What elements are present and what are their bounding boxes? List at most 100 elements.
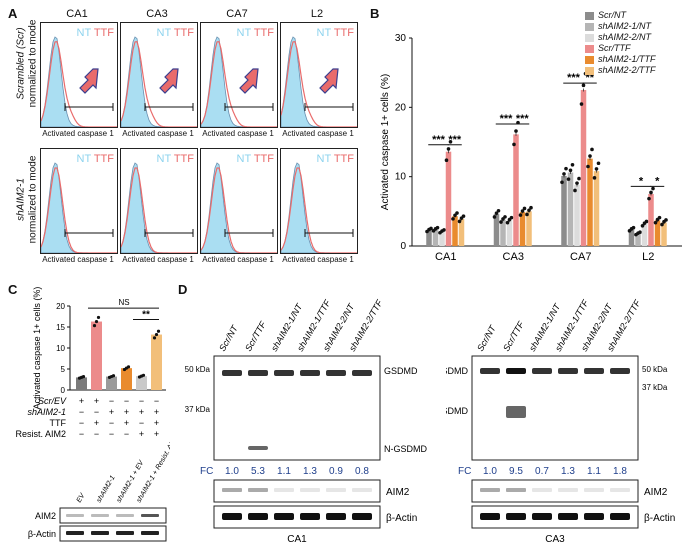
histogram-legend: NT TTF — [317, 27, 354, 39]
legend-ttf: TTF — [250, 27, 274, 39]
legend-entry: shAIM2-1/TTF — [585, 54, 656, 65]
legend-ttf: TTF — [170, 153, 194, 165]
legend-swatch — [585, 11, 594, 20]
data-point — [92, 324, 97, 328]
band — [558, 368, 578, 374]
condition-mark: + — [154, 407, 159, 417]
histogram-legend: NT TTF — [317, 153, 354, 165]
nt-histogram — [281, 162, 357, 253]
bar — [587, 158, 593, 246]
nt-histogram — [201, 36, 277, 127]
data-point — [509, 215, 514, 220]
bar — [526, 211, 532, 246]
band — [480, 368, 500, 374]
column-header-ca7: CA7 — [226, 8, 248, 20]
blot-label-aim2: AIM2 — [644, 487, 668, 498]
data-point — [492, 215, 497, 219]
band — [610, 513, 630, 520]
condition-mark: + — [94, 418, 99, 428]
condition-mark: + — [79, 396, 84, 406]
band — [610, 488, 630, 492]
data-point — [575, 181, 579, 185]
nt-histogram — [201, 162, 277, 253]
category-label: CA7 — [570, 251, 591, 263]
condition-mark: + — [124, 407, 129, 417]
cell-line-label: CA3 — [545, 534, 565, 544]
data-point — [514, 129, 518, 133]
band — [141, 514, 159, 517]
legend-nt: NT — [76, 27, 91, 39]
histogram-shaim2-ca1: NT TTF — [40, 148, 118, 254]
condition-label: Resist. AIM2 — [15, 429, 66, 439]
bar — [136, 376, 147, 390]
row2-label: shAIM2-1 — [15, 178, 27, 221]
data-point — [590, 147, 594, 152]
ttf-histogram — [121, 41, 197, 127]
gsdmd-blot — [471, 355, 639, 461]
band — [274, 513, 294, 520]
data-point — [505, 220, 510, 225]
legend-nt: NT — [76, 153, 91, 165]
band — [248, 513, 268, 520]
band — [222, 370, 242, 376]
nt-histogram — [281, 36, 357, 127]
panel-label-c: C — [8, 282, 18, 297]
marker-label: 37 kDa — [642, 383, 668, 392]
legend-text: Scr/TTF — [598, 43, 631, 53]
histogram-legend: NT TTF — [157, 27, 194, 39]
panel-label-d: D — [178, 282, 188, 297]
data-point — [451, 217, 455, 221]
y-axis-label: Activated caspase 1+ cells (%) — [380, 74, 391, 210]
legend-text: Scr/NT — [598, 10, 626, 20]
histogram-legend: NT TTF — [237, 27, 274, 39]
data-point — [651, 186, 655, 191]
band — [91, 531, 109, 535]
band — [326, 513, 346, 520]
category-label: CA3 — [503, 251, 524, 263]
data-point — [156, 329, 161, 333]
condition-mark: + — [139, 429, 144, 439]
nt-histogram — [41, 36, 117, 127]
band-label: GSDMD — [446, 366, 469, 376]
ttf-histogram — [41, 41, 117, 127]
lane-label: shAIM2-1 — [96, 474, 117, 504]
data-point — [520, 209, 525, 213]
legend-swatch — [585, 55, 594, 64]
bar — [648, 194, 654, 246]
fc-value: 5.3 — [251, 466, 265, 477]
nt-histogram — [121, 36, 197, 127]
bar — [519, 212, 526, 246]
condition-mark: − — [94, 429, 99, 439]
data-point — [126, 365, 131, 369]
condition-mark: + — [109, 407, 114, 417]
caspase-bar-chart: 0 10 20 30 Activated caspase 1+ cells (%) CA1… — [380, 33, 682, 263]
condition-label: Scr/EV — [38, 396, 67, 406]
blot-label-actin: β-Actin — [28, 529, 56, 539]
histogram-legend: NT TTF — [157, 153, 194, 165]
condition-mark: + — [154, 429, 159, 439]
condition-label: shAIM2-1 — [27, 407, 66, 417]
band — [248, 488, 268, 492]
data-point — [577, 176, 581, 181]
y-axis-label: Activated caspase 1+ cells (%) — [32, 287, 42, 410]
histogram-shaim2-ca3: NT TTF — [120, 148, 198, 254]
legend-entry: shAIM2-2/NT — [585, 32, 656, 43]
band — [300, 488, 320, 492]
x-axis-label: Activated caspase 1 — [122, 129, 194, 138]
bar — [574, 184, 580, 246]
y-tick-label: 10 — [56, 344, 65, 353]
data-point — [664, 218, 668, 222]
band — [532, 513, 552, 520]
blot-group-ca3: Scr/NT Scr/TTF shAIM2-1/NTshAIM2-1/TTFshAI… — [446, 298, 675, 544]
band — [300, 513, 320, 520]
bar — [628, 229, 635, 246]
category-label: L2 — [642, 251, 654, 263]
arrow-icon — [79, 68, 99, 94]
arrow-icon — [239, 68, 259, 94]
lane-label: Scr/TTF — [243, 319, 268, 353]
fc-value: 0.8 — [355, 466, 369, 477]
column-header-ca3: CA3 — [146, 8, 168, 20]
ttf-histogram — [41, 167, 117, 253]
legend-ttf: TTF — [90, 27, 114, 39]
condition-mark: − — [94, 407, 99, 417]
